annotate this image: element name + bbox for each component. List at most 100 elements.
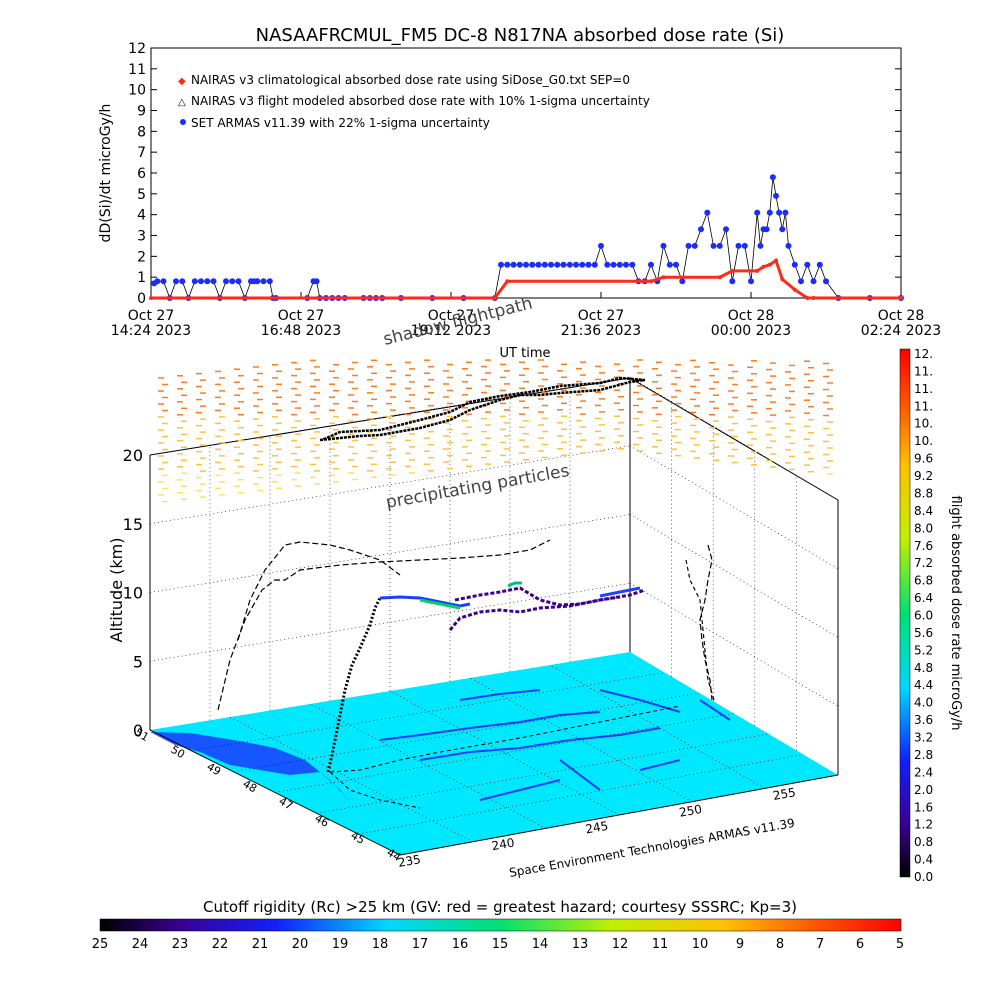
rigidity-colorbar-tick-label: 24 <box>132 937 149 952</box>
altitude-tick-label: 10 <box>123 584 143 603</box>
projection-right-wall <box>699 544 713 701</box>
rigidity-colorbar-tick-label: 18 <box>372 937 389 952</box>
y-axis-label: dD(Si)/dt microGy/h <box>98 104 114 243</box>
altitude-tick-label: 20 <box>123 446 143 465</box>
dose-colorbar-tick-label: 10. <box>914 434 933 448</box>
armas-point <box>260 278 267 285</box>
flightpath-cruise-4 <box>448 588 646 631</box>
nairas-clim-point <box>730 268 735 273</box>
surface-grid-line <box>229 716 474 842</box>
front-axis-x <box>399 774 839 856</box>
y-tick-label: 9 <box>137 104 146 120</box>
armas-point <box>757 242 764 249</box>
dose-colorbar-tick-label: 6.0 <box>914 609 933 623</box>
armas-point <box>691 242 698 249</box>
armas-point <box>685 242 692 249</box>
surface-grid-line <box>309 703 547 829</box>
x-tick-label-time: 02:24 2023 <box>861 323 941 339</box>
latitude-tick-label: 47 <box>276 794 295 812</box>
dose-colorbar-tick-label: 8.8 <box>914 486 933 500</box>
nairas-clim-point <box>811 296 816 300</box>
y-tick-label: 5 <box>137 187 146 203</box>
armas-point <box>204 278 211 285</box>
armas-point <box>554 261 561 268</box>
armas-point <box>729 278 736 285</box>
surface-grid-line <box>274 713 735 793</box>
dose-colorbar-tick-label: 4.4 <box>914 678 933 692</box>
armas-point <box>798 278 804 285</box>
longitude-tick-label: 250 <box>678 802 703 820</box>
nairas-clim-point <box>774 258 778 263</box>
rigidity-colorbar-tick-label: 10 <box>692 937 709 952</box>
armas-point <box>704 209 711 216</box>
surface-grid-line <box>233 692 700 772</box>
dose-colorbar-tick-label: 9.2 <box>914 469 933 483</box>
dose-colorbar-tick-label: 3.2 <box>914 731 933 745</box>
rigidity-colorbar-tick-label: 21 <box>252 937 269 952</box>
armas-point <box>179 278 186 285</box>
altitude-tick-label: 15 <box>123 515 143 534</box>
flightpath-segment-blue <box>599 586 641 598</box>
x-tick-label-date: Oct 27 <box>578 308 624 324</box>
armas-point <box>776 209 783 216</box>
front-axis-y <box>149 729 401 856</box>
latitude-tick-label: 44 <box>384 846 403 864</box>
y-tick-label: 10 <box>128 83 146 99</box>
longitude-tick-label: 235 <box>397 852 422 870</box>
armas-point <box>816 261 823 268</box>
armas-point <box>791 261 798 268</box>
armas-point <box>154 278 161 285</box>
rigidity-colorbar-tick-label: 8 <box>776 937 784 952</box>
armas-point <box>573 261 579 268</box>
dose-colorbar-tick-label: 5.6 <box>914 626 933 640</box>
surface-grid-line <box>358 754 804 835</box>
rigidity-colorbar-tick-label: 25 <box>92 937 109 952</box>
armas-point <box>779 226 786 233</box>
dose-colorbar-tick-label: 10. <box>914 417 933 431</box>
flightpath-cruise-3 <box>454 586 621 607</box>
dose-colorbar-tick-label: 1.2 <box>914 818 933 832</box>
dose-colorbar-tick-label: 3.6 <box>914 713 933 727</box>
armas-point <box>198 278 204 285</box>
projection-left-wall <box>217 539 551 711</box>
nairas-clim-point <box>761 264 766 269</box>
rigidity-colorbar-tick-label: 12 <box>612 937 629 952</box>
armas-point <box>566 261 573 268</box>
longitude-tick-label: 245 <box>584 819 609 837</box>
annotation-precipitating-particles: precipitating particles <box>384 461 571 513</box>
armas-point <box>629 261 636 268</box>
ground-track <box>329 705 681 809</box>
dose-colorbar-tick-label: 11. <box>914 364 933 378</box>
dose-colorbar-tick-label: 9.6 <box>914 452 933 466</box>
latitude-tick-label: 50 <box>168 743 187 761</box>
armas-point <box>660 242 667 249</box>
armas-point <box>523 261 529 268</box>
armas-point <box>229 278 236 285</box>
rigidity-colorbar-tick-label: 23 <box>172 937 189 952</box>
nairas-clim-series-line <box>151 258 901 300</box>
x-tick-label-date: Oct 27 <box>278 308 324 324</box>
nairas-clim-point <box>717 275 722 280</box>
rigidity-colorbar-tick-label: 16 <box>452 937 469 952</box>
rigidity-colorbar-tick-label: 22 <box>212 937 229 952</box>
x-tick-label-time: 19:12 2023 <box>411 323 491 339</box>
nairas-clim-point <box>755 268 760 273</box>
surface-grid-line <box>316 733 769 814</box>
y-tick-label: 11 <box>128 62 146 78</box>
armas-point <box>254 278 261 285</box>
dose-colorbar-tick-label: 11. <box>914 382 933 396</box>
armas-point <box>810 278 817 285</box>
y-tick-label: 0 <box>137 291 146 307</box>
dose-colorbar-tick-label: 7.2 <box>914 556 933 570</box>
dose-colorbar-tick-label: 2.8 <box>914 748 933 762</box>
back-wall-edge <box>629 377 839 501</box>
armas-point <box>698 226 704 233</box>
dose-colorbar-tick-label: 8.4 <box>914 504 933 518</box>
armas-point <box>616 261 623 268</box>
dose-colorbar-tick-label: 6.4 <box>914 591 933 605</box>
y-tick-label: 2 <box>137 249 146 265</box>
armas-point <box>160 278 167 285</box>
dose-colorbar-tick-label: 4.0 <box>914 696 933 710</box>
y-tick-label: 12 <box>128 41 146 57</box>
legend-marker-armas <box>180 119 186 125</box>
